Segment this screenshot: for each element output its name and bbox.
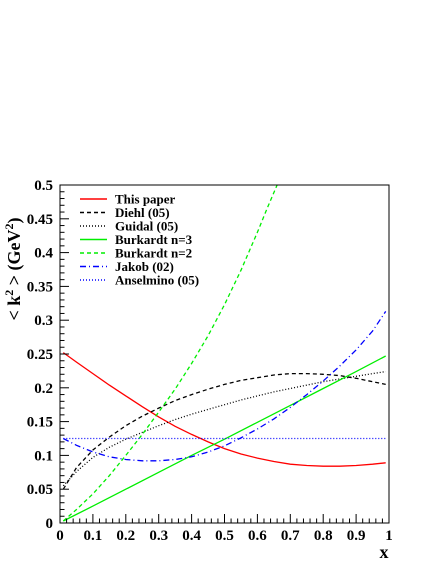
y-tick-label: 0.15 — [27, 415, 53, 431]
y-tick-label: 0.2 — [34, 381, 53, 397]
x-tick-label: 0.5 — [215, 528, 234, 544]
y-tick-label: 0.5 — [34, 178, 53, 194]
x-tick-label: 0.6 — [248, 528, 267, 544]
x-tick-label: 0 — [56, 528, 64, 544]
y-tick-label: 0.05 — [27, 482, 53, 498]
x-tick-label: 0.7 — [281, 528, 300, 544]
y-tick-label: 0 — [46, 516, 54, 532]
y-axis-title: < k2 > (GeV2) — [2, 217, 25, 320]
x-tick-label: 0.4 — [182, 528, 201, 544]
series-line-guidal-05 — [62, 370, 386, 487]
x-tick-label: 0.8 — [314, 528, 333, 544]
series-line-burkardt-n-3 — [63, 355, 387, 522]
y-tick-label: 0.35 — [27, 279, 53, 295]
y-axis-title-part: < k — [4, 296, 24, 321]
legend-label: Anselmino (05) — [115, 273, 199, 288]
series-line-jakob-02 — [63, 311, 387, 462]
series-line-burkardt-n-2 — [62, 185, 278, 522]
y-axis-title-superscript: 2 — [2, 223, 16, 229]
y-tick-label: 0.3 — [34, 313, 53, 329]
series-layer — [62, 185, 387, 522]
plot-frame — [59, 184, 390, 524]
axis-ticks — [59, 184, 390, 524]
legend-label: Burkardt n=3 — [115, 232, 193, 247]
x-tick-label: 0.9 — [347, 528, 366, 544]
x-tick-label: 0.2 — [116, 528, 135, 544]
series-line-this-paper — [62, 352, 386, 467]
x-tick-label: 0.3 — [149, 528, 168, 544]
x-axis-title: x — [380, 542, 389, 562]
y-tick-label: 0.4 — [34, 246, 53, 262]
tick-labels: 0 0.1 0.2 0.3 0.4 0.5 0.6 0.7 0.8 0.9 1 0 0.05 0.1 0.1… — [27, 178, 393, 544]
x-tick-label: 0.1 — [84, 528, 103, 544]
y-axis-title-part: > (GeV — [4, 229, 25, 289]
legend-label: Guidal (05) — [115, 219, 178, 234]
legend-label: Diehl (05) — [115, 205, 170, 220]
y-tick-label: 0.25 — [27, 347, 53, 363]
x-tick-label: 1 — [385, 528, 393, 544]
y-tick-label: 0.1 — [34, 448, 53, 464]
y-tick-label: 0.45 — [27, 212, 53, 228]
series-line-diehl-05 — [62, 372, 386, 490]
legend-label: Jakob (02) — [115, 259, 174, 274]
y-axis-title-part: ) — [4, 217, 25, 223]
legend-label: Burkardt n=2 — [115, 246, 192, 261]
legend-label: This paper — [115, 192, 176, 207]
y-axis-title-superscript: 2 — [2, 290, 16, 296]
